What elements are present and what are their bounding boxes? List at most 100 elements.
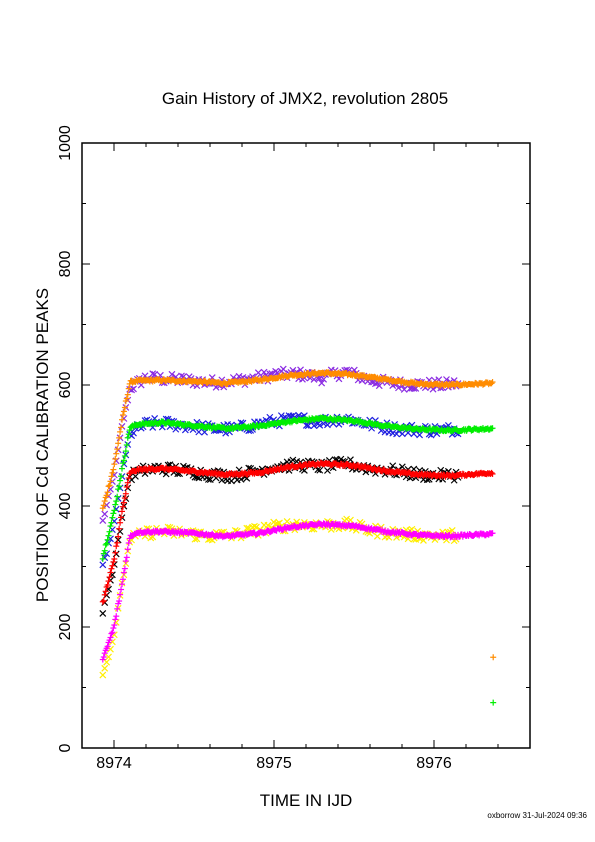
- data-point-series-6: [120, 499, 127, 506]
- data-point-series-3: [201, 428, 208, 436]
- data-point-series-4: [99, 555, 106, 562]
- data-point-series-4: [109, 514, 116, 521]
- y-tick-label: 0: [57, 743, 74, 752]
- data-point-series-8: [119, 581, 125, 588]
- data-point-series-6: [119, 503, 126, 510]
- data-point-series-6: [112, 549, 119, 556]
- data-point-series-6: [101, 591, 108, 598]
- data-point-series-1: [297, 366, 304, 374]
- data-point-series-1: [151, 370, 159, 378]
- data-point-series-3: [316, 421, 324, 429]
- data-point-series-1: [118, 423, 126, 430]
- y-tick-label: 600: [57, 372, 74, 399]
- data-point-series-7: [274, 520, 281, 528]
- data-point-series-6: [115, 533, 122, 540]
- data-point-series-1: [395, 384, 402, 392]
- data-point-series-3: [444, 422, 452, 429]
- data-point-series-5: [398, 463, 406, 471]
- data-point-series-2: [112, 455, 119, 462]
- data-point-series-3: [130, 429, 137, 437]
- data-point-series-5: [410, 465, 418, 473]
- data-point-series-7: [99, 671, 107, 679]
- x-tick-label: 8975: [256, 755, 292, 772]
- data-point-series-5: [243, 474, 251, 482]
- data-point-series-8: [489, 530, 496, 537]
- data-point-series-6: [122, 490, 129, 497]
- data-point-series-6: [108, 565, 115, 572]
- data-point-series-2: [119, 412, 126, 419]
- y-tick-label: 1000: [57, 125, 74, 161]
- data-point-series-8: [121, 565, 128, 572]
- data-point-series-5: [116, 528, 124, 535]
- data-point-series-5: [389, 462, 397, 470]
- y-tick-label: 200: [57, 614, 74, 641]
- data-point-series-6: [123, 483, 130, 490]
- data-point-series-4: [126, 427, 133, 434]
- data-point-series-2: [119, 416, 125, 423]
- data-point-series-6: [121, 495, 128, 502]
- data-point-series-2: [123, 395, 130, 402]
- data-point-series-4: [111, 507, 118, 514]
- data-point-series-8: [119, 576, 126, 583]
- data-point-series-2: [488, 380, 495, 387]
- data-point-series-6: [119, 508, 125, 515]
- data-point-series-2: [109, 469, 116, 476]
- data-point-series-1: [320, 375, 328, 383]
- data-point-series-8: [113, 613, 120, 620]
- data-point-series-4: [114, 493, 121, 500]
- data-point-series-1: [130, 385, 137, 393]
- data-point-series-1: [128, 386, 136, 394]
- data-point-series-2: [118, 424, 125, 431]
- plot-frame: [81, 142, 531, 749]
- data-point-series-2: [126, 380, 133, 387]
- data-point-series-4: [122, 448, 129, 455]
- data-point-series-6: [110, 558, 117, 565]
- data-point-series-7: [252, 523, 260, 531]
- data-point-series-5: [204, 476, 212, 483]
- data-point-series-6: [118, 514, 125, 521]
- data-point-series-5: [124, 484, 132, 492]
- isolated-point-2: [490, 699, 497, 706]
- data-point-series-4: [112, 501, 119, 508]
- data-point-series-1: [443, 376, 450, 383]
- data-point-series-3: [427, 431, 435, 439]
- data-point-series-5: [112, 550, 120, 558]
- chart-title: Gain History of JMX2, revolution 2805: [162, 89, 448, 108]
- data-point-series-4: [119, 465, 125, 472]
- data-point-series-4: [115, 486, 122, 493]
- data-point-series-2: [121, 404, 128, 411]
- data-point-series-1: [99, 517, 107, 524]
- data-point-series-3: [195, 428, 203, 436]
- data-point-series-2: [113, 450, 120, 457]
- data-point-series-8: [123, 554, 130, 561]
- data-point-series-4: [100, 550, 107, 557]
- data-point-series-4: [120, 457, 127, 464]
- data-point-series-6: [124, 479, 131, 486]
- data-point-series-2: [114, 446, 121, 453]
- data-point-series-1: [375, 382, 383, 390]
- data-point-series-7: [264, 521, 272, 529]
- data-point-series-2: [104, 489, 111, 496]
- data-point-series-2: [101, 498, 108, 505]
- data-point-series-8: [118, 586, 125, 593]
- data-point-series-6: [102, 588, 109, 595]
- data-point-series-4: [105, 532, 112, 539]
- data-point-series-4: [121, 453, 128, 460]
- data-point-series-3: [122, 451, 130, 459]
- isolated-point-1: [490, 654, 497, 661]
- data-point-series-4: [116, 483, 123, 490]
- data-point-series-7: [373, 532, 381, 540]
- data-point-series-6: [106, 574, 113, 581]
- data-point-series-1: [372, 380, 379, 388]
- data-point-series-7: [276, 519, 283, 527]
- data-point-series-7: [103, 658, 111, 666]
- data-point-series-5: [316, 466, 324, 474]
- data-point-series-3: [266, 413, 274, 421]
- data-point-series-7: [251, 522, 258, 530]
- data-point-series-7: [448, 527, 456, 534]
- data-point-series-6: [114, 539, 121, 546]
- data-point-series-3: [416, 431, 424, 439]
- data-point-series-7: [101, 664, 109, 672]
- data-point-series-7: [147, 534, 155, 542]
- data-point-series-8: [104, 643, 111, 650]
